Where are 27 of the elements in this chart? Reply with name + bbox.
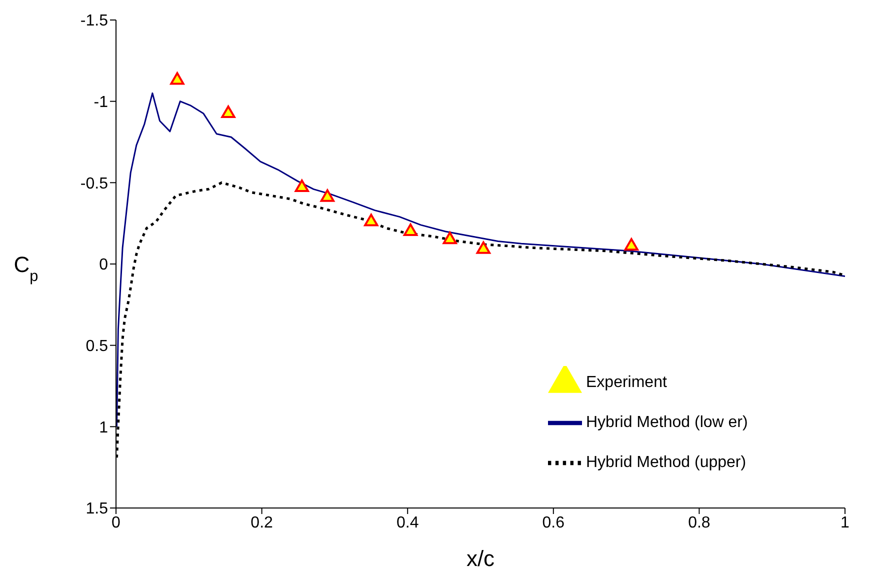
point: [221, 106, 236, 118]
x-tick-label: 0: [112, 514, 121, 532]
point: [476, 241, 490, 254]
x-tick-label: 1: [840, 514, 850, 532]
legend-label: Experiment: [586, 374, 667, 391]
y-tick-label: 0: [99, 256, 108, 274]
x-tick-label: 0.6: [542, 514, 565, 532]
point: [294, 180, 309, 192]
legend-label: Hybrid Method (low er): [586, 414, 748, 431]
y-tick-label: -0.5: [80, 175, 108, 192]
y-tick-label: 1.5: [86, 500, 108, 518]
point: [170, 72, 184, 85]
x-tick-label: 0.2: [250, 514, 274, 532]
point: [364, 214, 378, 226]
y-tick-label: 0.5: [86, 338, 108, 356]
y-tick-label: -1: [94, 94, 108, 112]
y-axis-title: C$_{p}$: [14, 252, 38, 284]
x-axis-title: x/c: [466, 546, 495, 571]
legend-label: Hybrid Method (upper): [586, 454, 746, 471]
y-tick-label: 1: [99, 419, 108, 436]
y-tick-label: -1.5: [80, 12, 108, 30]
point: [442, 232, 457, 244]
x-tick-label: 0.8: [688, 514, 710, 532]
point: [403, 223, 418, 236]
point: [624, 238, 638, 251]
x-tick-label: 0.4: [396, 514, 419, 532]
point: [320, 189, 334, 202]
